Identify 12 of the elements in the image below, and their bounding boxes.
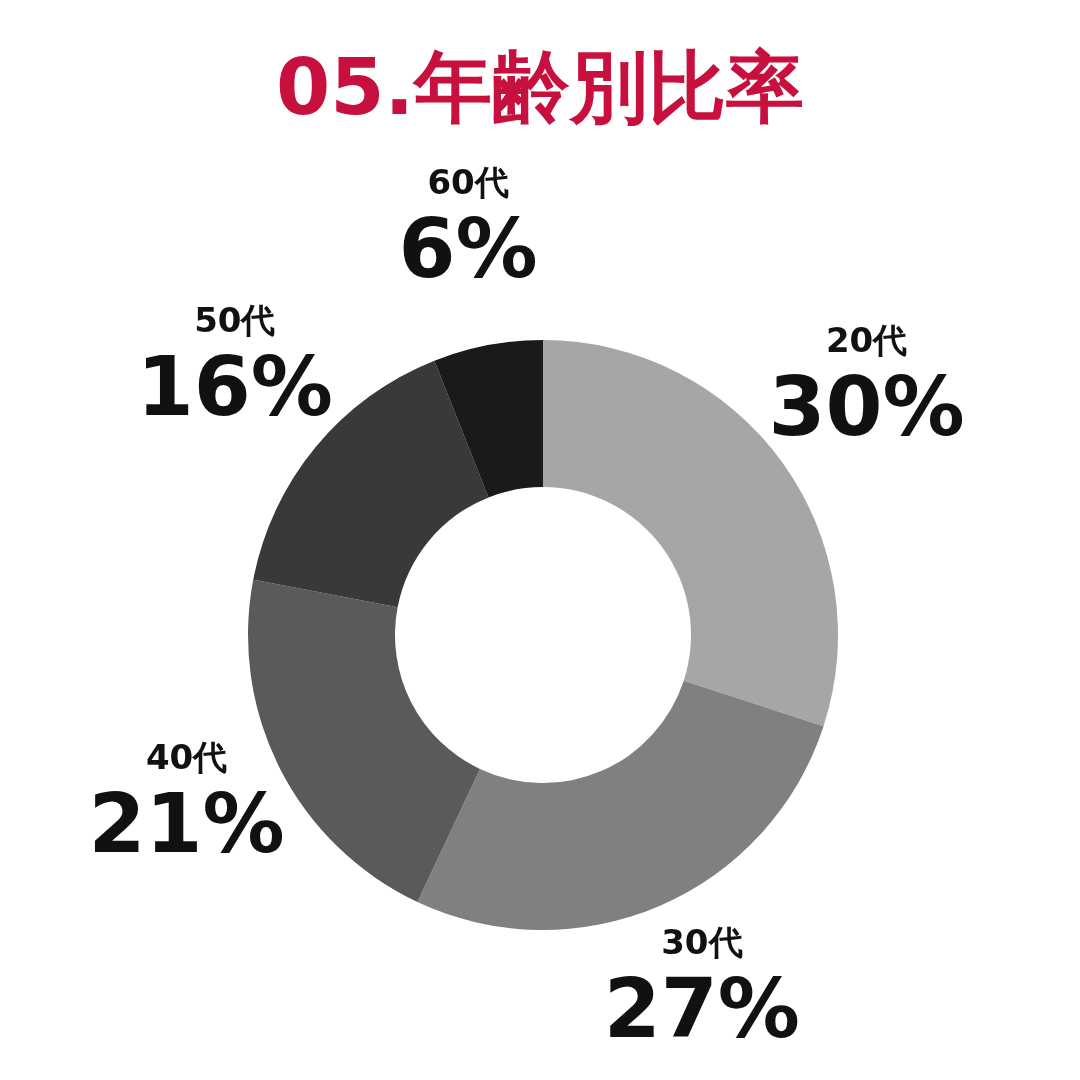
slice-label: 30代: [661, 922, 743, 963]
data-label: 6%: [398, 201, 538, 297]
slice-label: 50代: [194, 300, 276, 341]
data-label: 21%: [88, 775, 285, 871]
chart-title: 05.年齢別比率: [275, 42, 805, 132]
slice-label: 20代: [825, 319, 908, 360]
data-label: 30%: [768, 358, 965, 454]
slice-label: 40代: [145, 736, 228, 777]
data-label: 16%: [136, 339, 333, 435]
slice-label: 60代: [427, 162, 509, 203]
data-label: 27%: [603, 961, 800, 1057]
donut-slice: [434, 340, 543, 498]
